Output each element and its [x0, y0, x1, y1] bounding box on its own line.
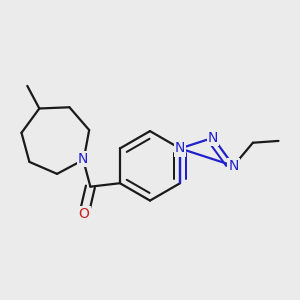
- Text: N: N: [228, 159, 239, 173]
- Text: N: N: [78, 152, 88, 166]
- Text: N: N: [175, 142, 185, 155]
- Text: O: O: [79, 207, 89, 221]
- Text: N: N: [208, 131, 218, 145]
